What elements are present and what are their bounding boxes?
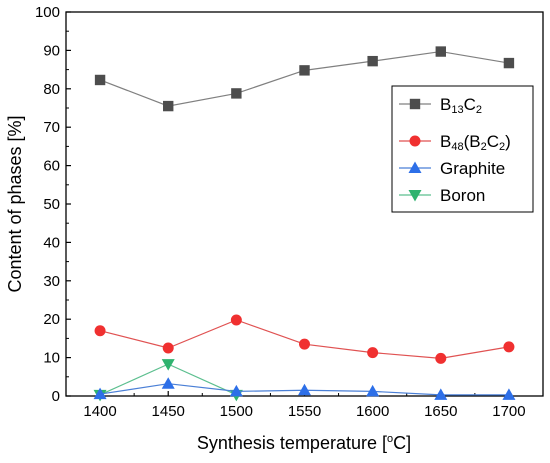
legend-item-graphite: Graphite [399, 159, 505, 178]
data-point-boron [161, 359, 175, 371]
series-b48-b2c2 [94, 314, 515, 364]
data-point-b48-b2c2 [435, 352, 447, 364]
y-axis: 0 10 20 30 40 50 60 70 80 90 100 [35, 4, 71, 405]
legend-marker [408, 190, 422, 202]
data-point-b13c2 [367, 55, 378, 67]
legend-item-b48-b2c2: B48(B2C2) [399, 132, 511, 153]
series-b13c2 [94, 46, 515, 112]
data-point-b48-b2c2 [230, 314, 242, 326]
data-point-b48-b2c2 [299, 338, 310, 350]
data-point-b13c2 [231, 88, 242, 99]
data-point-b13c2 [435, 46, 446, 57]
y-tick-label: 50 [43, 196, 60, 213]
y-tick-label: 60 [43, 158, 60, 175]
x-axis-title-main: Synthesis temperature [ [197, 433, 387, 453]
x-axis-title-degree: o [387, 433, 393, 445]
series-graphite [93, 377, 516, 400]
y-tick-label: 70 [43, 119, 60, 136]
data-point-b13c2 [299, 65, 310, 76]
data-point-graphite [366, 384, 380, 397]
y-tick-label: 20 [43, 311, 60, 328]
data-point-b13c2 [163, 100, 174, 112]
x-tick-label: 1450 [152, 403, 185, 420]
data-point-b48-b2c2 [367, 347, 379, 359]
legend-marker [408, 161, 422, 173]
legend-marker [409, 98, 421, 110]
legend: B13C2 B48(B2C2) Graphite Boron [391, 85, 534, 213]
series-layer [93, 46, 516, 402]
data-point-graphite [502, 388, 516, 400]
x-tick-label: 1600 [356, 403, 389, 420]
x-tick-label: 1700 [492, 403, 525, 420]
data-point-graphite [93, 387, 107, 400]
legend-marker [409, 135, 421, 147]
y-axis-title: Content of phases [%] [5, 115, 25, 292]
legend-item-b13c2: B13C2 [399, 95, 482, 116]
y-tick-label: 0 [52, 388, 60, 405]
x-tick-label: 1550 [288, 403, 321, 420]
data-point-b48-b2c2 [503, 341, 515, 353]
legend-label: Graphite [440, 159, 505, 178]
legend-label: B48(B2C2) [440, 132, 511, 153]
data-point-graphite [229, 384, 243, 397]
y-tick-label: 30 [43, 273, 60, 290]
data-point-graphite [434, 388, 448, 400]
y-tick-label: 80 [43, 81, 60, 98]
x-tick-label: 1400 [83, 403, 116, 420]
x-tick-label: 1650 [424, 403, 457, 420]
y-tick-label: 90 [43, 42, 60, 59]
data-point-b48-b2c2 [94, 325, 106, 337]
y-tick-label: 40 [43, 234, 60, 251]
data-point-b13c2 [503, 57, 515, 69]
legend-label: Boron [440, 186, 485, 205]
x-axis-title: Synthesis temperature [oC] [197, 433, 411, 453]
data-point-b13c2 [94, 74, 106, 86]
data-point-graphite [298, 383, 311, 396]
legend-label: B13C2 [440, 95, 482, 116]
y-tick-label: 10 [43, 350, 60, 367]
x-tick-label: 1500 [220, 403, 253, 420]
data-point-b48-b2c2 [162, 342, 174, 354]
y-tick-label: 100 [35, 4, 60, 21]
data-point-graphite [161, 377, 175, 389]
x-axis-title-unit: C] [393, 433, 411, 453]
legend-item-boron: Boron [399, 186, 485, 205]
x-axis: 1400 1450 1500 1550 1600 1650 1700 [83, 391, 526, 420]
